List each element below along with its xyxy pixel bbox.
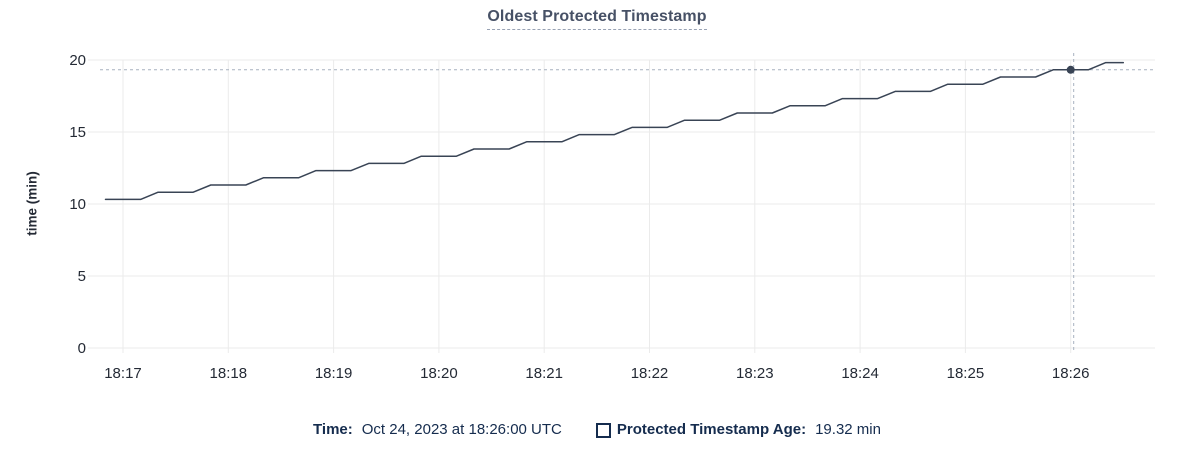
x-tick-label: 18:22 [631,365,669,382]
legend-time-value: Oct 24, 2023 at 18:26:00 UTC [361,421,562,438]
hover-dot [1066,65,1075,74]
x-tick-label: 18:20 [420,365,458,382]
x-tick-label: 18:18 [210,365,248,382]
series-toggle-checkbox[interactable] [595,422,611,438]
chart-title[interactable]: Oldest Protected Timestamp [487,8,707,30]
x-tick-label: 18:21 [525,365,563,382]
legend-series-label[interactable]: Protected Timestamp Age: [616,421,807,438]
y-tick-label: 15 [69,124,86,141]
x-tick-label: 18:25 [947,365,985,382]
y-tick-label: 0 [78,340,86,357]
series-line [104,61,1125,201]
x-tick-label: 18:24 [841,365,879,382]
legend-time-label: Time: [313,421,353,438]
x-tick-label: 18:17 [104,365,142,382]
line-chart[interactable]: 0 5 10 15 20 18:17 18:18 18:19 18:20 18:21 18:22 18… [0,0,1194,400]
chart-legend: Time: Oct 24, 2023 at 18:26:00 UTC Prote… [0,421,1194,438]
chart-title-row: Oldest Protected Timestamp [0,8,1194,30]
y-tick-label: 20 [69,52,86,69]
y-tick-label: 10 [69,196,86,213]
x-tick-label: 18:23 [736,365,774,382]
x-tick-label: 18:26 [1052,365,1090,382]
y-tick-label: 5 [78,268,86,285]
legend-series-value: 19.32 min [815,421,881,438]
x-tick-label: 18:19 [315,365,353,382]
